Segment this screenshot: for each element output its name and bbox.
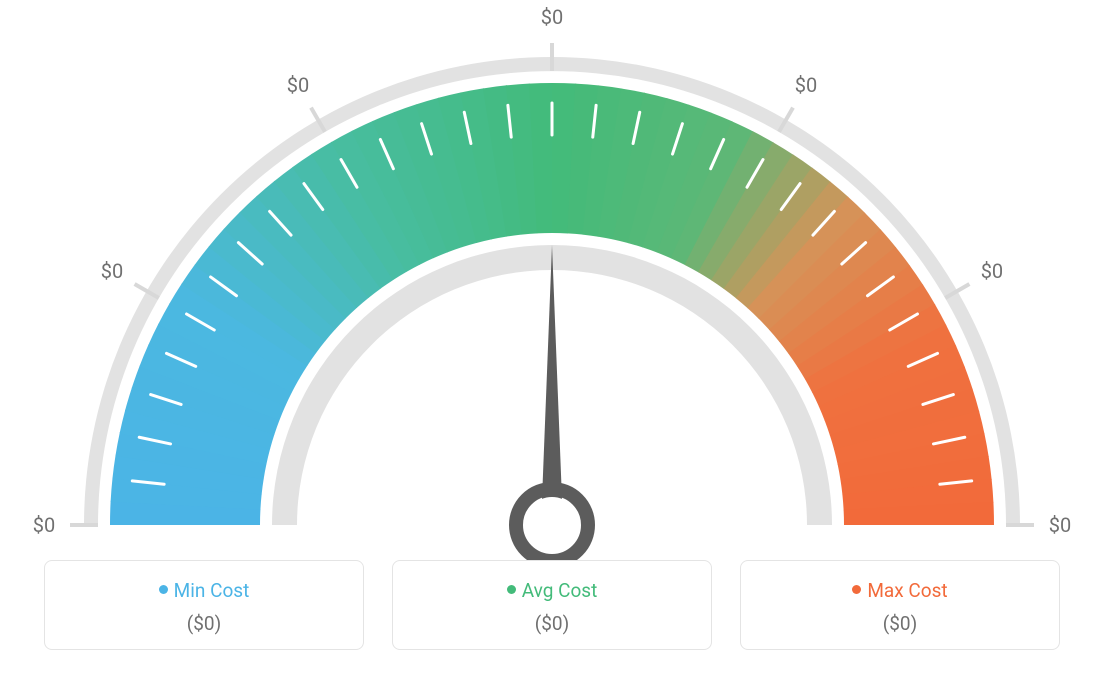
gauge-tick-label: $0 bbox=[33, 513, 55, 537]
legend-value-min: ($0) bbox=[57, 612, 351, 635]
dot-icon bbox=[852, 585, 861, 594]
legend-value-max: ($0) bbox=[753, 612, 1047, 635]
legend-value-avg: ($0) bbox=[405, 612, 699, 635]
gauge-tick-label: $0 bbox=[541, 5, 563, 29]
legend-card-max: Max Cost ($0) bbox=[740, 560, 1060, 650]
dot-icon bbox=[159, 585, 168, 594]
legend-title-text: Min Cost bbox=[174, 579, 250, 602]
gauge-chart: $0 $0 $0 $0 $0 $0 $0 bbox=[0, 0, 1104, 560]
gauge-tick-label: $0 bbox=[101, 259, 123, 283]
legend-title-avg: Avg Cost bbox=[405, 579, 699, 602]
legend-title-max: Max Cost bbox=[753, 579, 1047, 602]
gauge-svg bbox=[0, 0, 1104, 560]
gauge-tick-label: $0 bbox=[795, 73, 817, 97]
gauge-tick-label: $0 bbox=[1049, 513, 1071, 537]
legend-title-min: Min Cost bbox=[57, 579, 351, 602]
gauge-tick-label: $0 bbox=[981, 259, 1003, 283]
legend-title-text: Avg Cost bbox=[522, 579, 598, 602]
legend-title-text: Max Cost bbox=[867, 579, 947, 602]
legend-row: Min Cost ($0) Avg Cost ($0) Max Cost ($0… bbox=[0, 560, 1104, 650]
legend-card-min: Min Cost ($0) bbox=[44, 560, 364, 650]
legend-card-avg: Avg Cost ($0) bbox=[392, 560, 712, 650]
dot-icon bbox=[507, 585, 516, 594]
gauge-tick-label: $0 bbox=[287, 73, 309, 97]
